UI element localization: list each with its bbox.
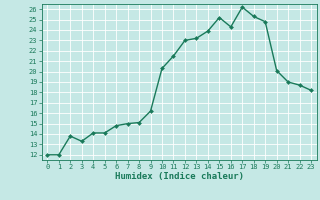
X-axis label: Humidex (Indice chaleur): Humidex (Indice chaleur): [115, 172, 244, 181]
